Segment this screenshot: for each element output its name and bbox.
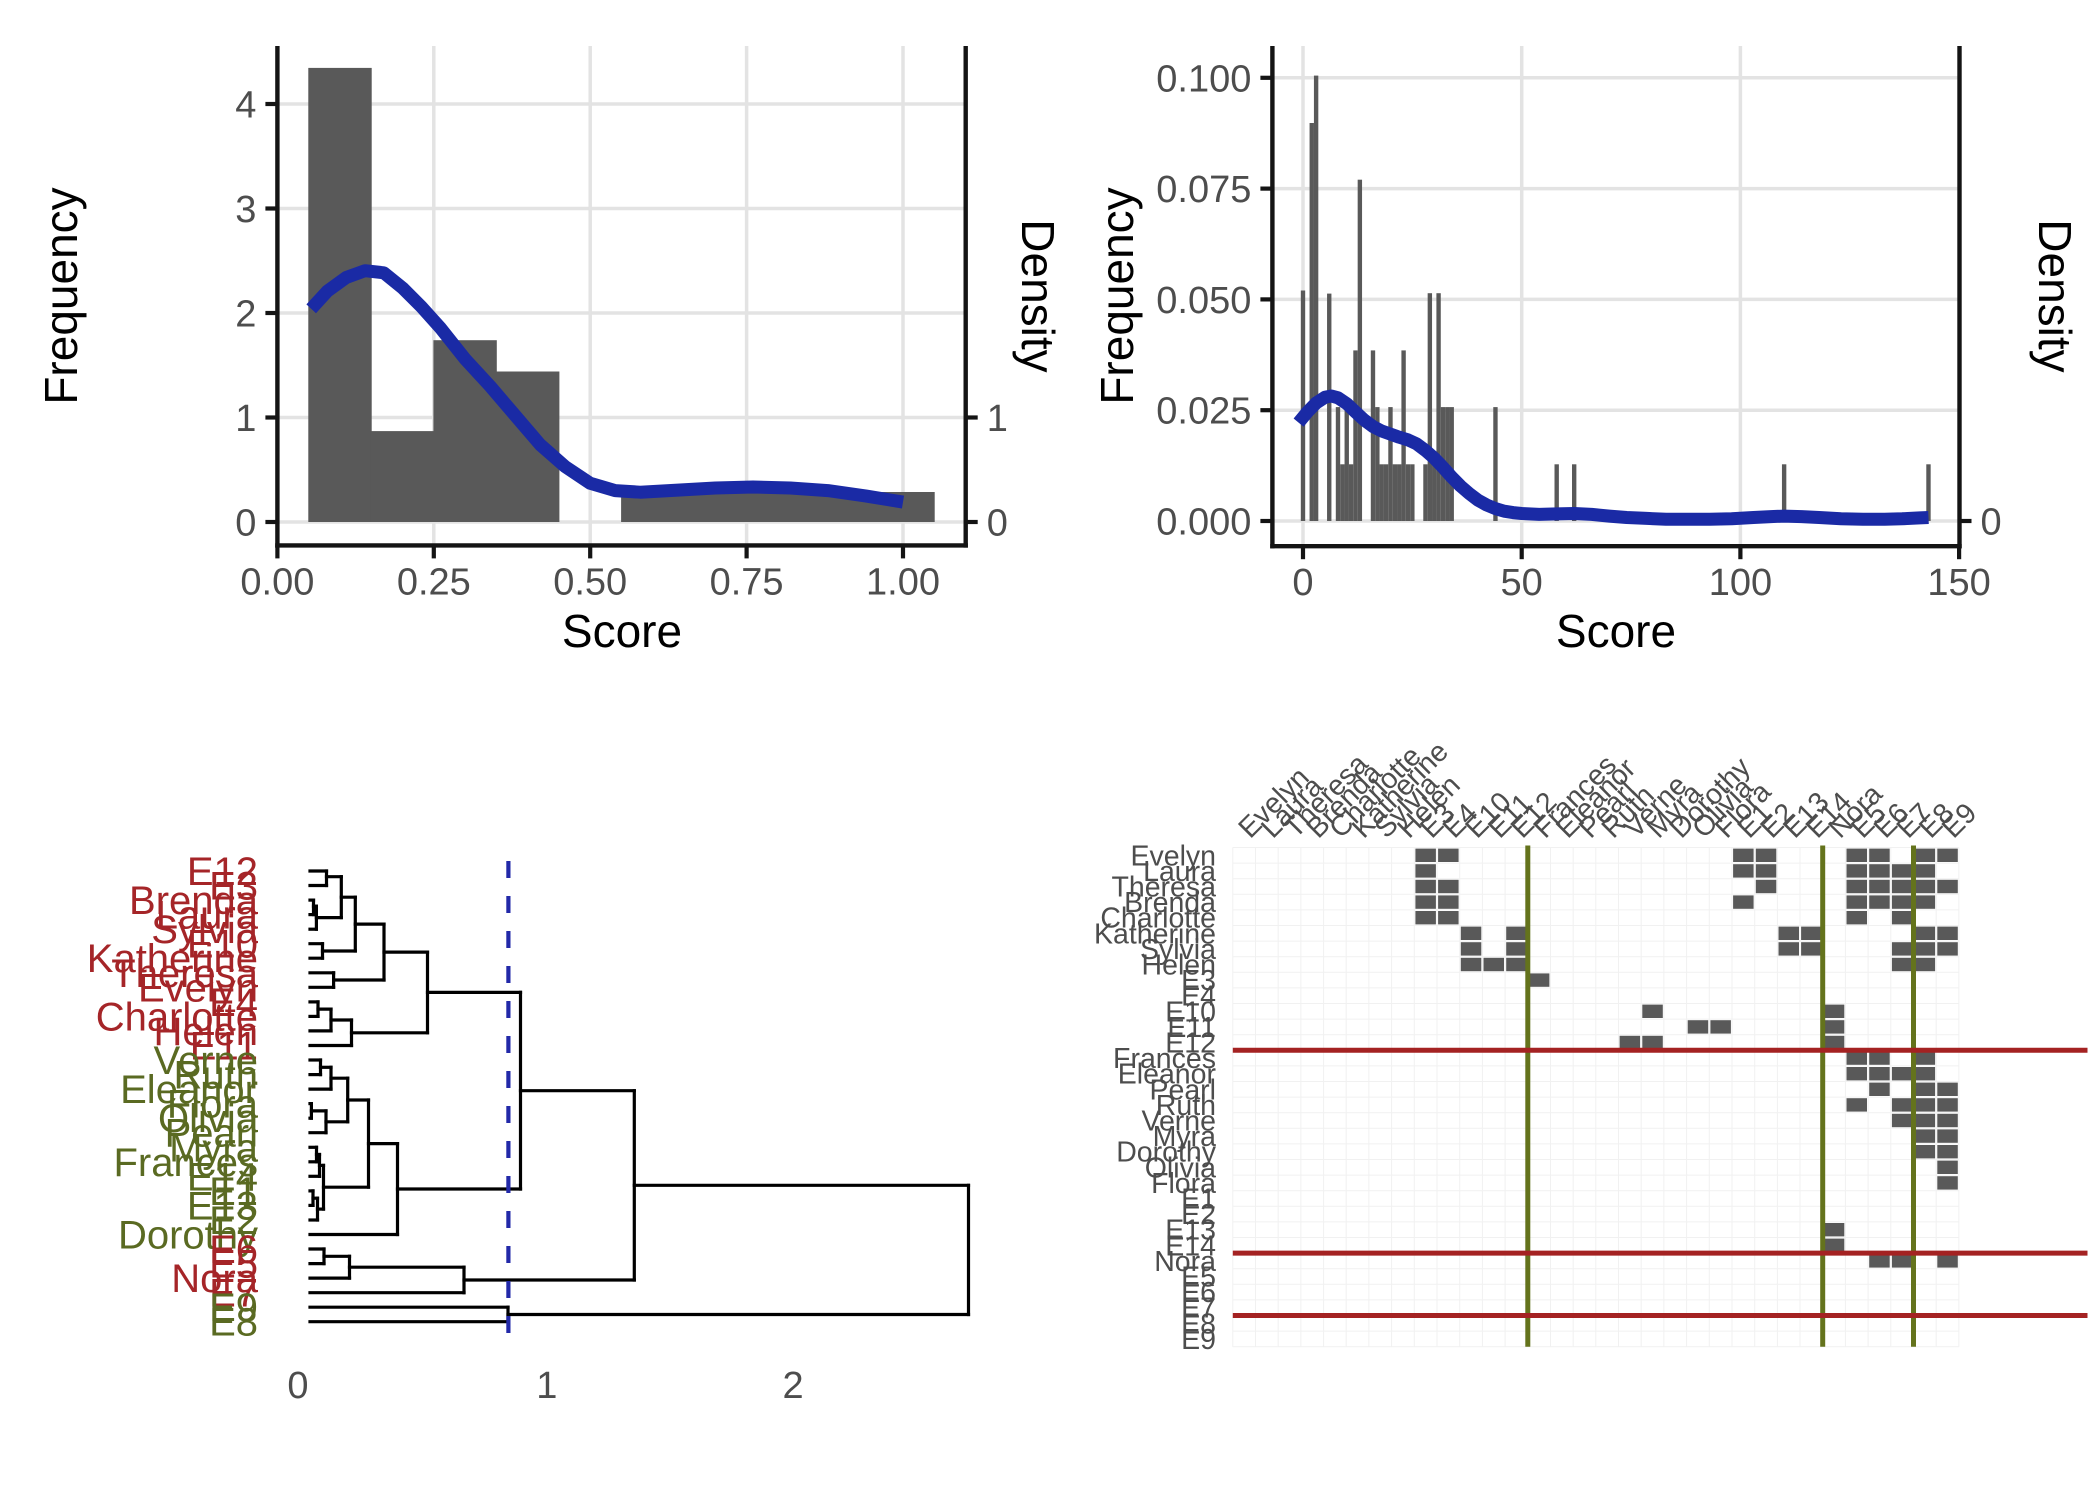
svg-text:E7: E7 xyxy=(209,1272,258,1316)
svg-text:E14: E14 xyxy=(187,1155,258,1199)
svg-text:Myra: Myra xyxy=(169,1126,259,1170)
svg-text:Ruth: Ruth xyxy=(174,1054,259,1098)
svg-text:Dorothy: Dorothy xyxy=(1116,1137,1217,1169)
svg-text:Dorothy: Dorothy xyxy=(118,1214,258,1258)
svg-text:Density: Density xyxy=(2029,219,2081,372)
svg-text:0.025: 0.025 xyxy=(1156,391,1251,433)
svg-text:50: 50 xyxy=(1501,562,1543,604)
svg-text:1: 1 xyxy=(536,1365,557,1407)
svg-text:0: 0 xyxy=(1292,562,1313,604)
svg-text:Score: Score xyxy=(1556,605,1676,657)
svg-text:E2: E2 xyxy=(209,1199,258,1243)
svg-text:Helen: Helen xyxy=(153,1010,258,1054)
svg-text:Frequency: Frequency xyxy=(1091,187,1143,404)
svg-text:E14: E14 xyxy=(1165,1230,1216,1262)
svg-text:0.00: 0.00 xyxy=(240,561,314,603)
svg-text:E9: E9 xyxy=(209,1286,258,1330)
svg-text:150: 150 xyxy=(1927,562,1990,604)
svg-text:Frances: Frances xyxy=(1113,1043,1216,1075)
svg-text:100: 100 xyxy=(1709,562,1772,604)
svg-text:0.25: 0.25 xyxy=(397,561,471,603)
svg-text:0: 0 xyxy=(235,503,256,545)
svg-text:Theresa: Theresa xyxy=(111,952,258,996)
svg-text:E12: E12 xyxy=(187,850,258,894)
svg-text:Charlotte: Charlotte xyxy=(96,995,258,1039)
svg-text:0: 0 xyxy=(987,503,1008,545)
svg-text:Theresa: Theresa xyxy=(1111,872,1216,904)
svg-text:Nora: Nora xyxy=(1154,1246,1216,1278)
svg-text:E7: E7 xyxy=(1181,1293,1216,1325)
svg-text:0.75: 0.75 xyxy=(710,561,784,603)
svg-text:Olivia: Olivia xyxy=(1145,1152,1216,1184)
svg-text:E8: E8 xyxy=(209,1301,258,1345)
svg-text:0.000: 0.000 xyxy=(1156,502,1251,544)
svg-text:E6: E6 xyxy=(209,1228,258,1272)
svg-text:E8: E8 xyxy=(1181,1308,1216,1340)
svg-text:Katherine: Katherine xyxy=(87,937,258,981)
svg-text:E12: E12 xyxy=(1165,1028,1216,1060)
svg-text:Brenda: Brenda xyxy=(1124,887,1216,919)
svg-text:Katherine: Katherine xyxy=(1094,918,1216,950)
svg-text:Sylvia: Sylvia xyxy=(151,908,258,952)
svg-text:Score: Score xyxy=(562,605,682,657)
svg-text:E13: E13 xyxy=(187,1184,258,1228)
svg-text:1.00: 1.00 xyxy=(866,561,940,603)
svg-text:0.050: 0.050 xyxy=(1156,280,1251,322)
svg-text:Pearl: Pearl xyxy=(165,1112,258,1156)
svg-text:E9: E9 xyxy=(1181,1324,1216,1356)
svg-text:E4: E4 xyxy=(209,981,258,1025)
svg-text:0.100: 0.100 xyxy=(1156,58,1251,100)
svg-text:Sylvia: Sylvia xyxy=(1140,934,1216,966)
svg-text:E11: E11 xyxy=(190,1025,258,1069)
svg-text:Eleanor: Eleanor xyxy=(120,1068,258,1112)
svg-text:E13: E13 xyxy=(1165,1215,1216,1247)
svg-text:2: 2 xyxy=(783,1365,804,1407)
svg-text:E5: E5 xyxy=(209,1243,258,1287)
svg-text:E6: E6 xyxy=(1181,1277,1216,1309)
svg-text:Eleanor: Eleanor xyxy=(1118,1059,1217,1091)
svg-text:4: 4 xyxy=(235,85,256,127)
svg-text:1: 1 xyxy=(235,398,256,440)
svg-text:Laura: Laura xyxy=(1143,856,1216,888)
svg-text:Verne: Verne xyxy=(153,1039,258,1083)
svg-text:E3: E3 xyxy=(1181,965,1216,997)
svg-text:E10: E10 xyxy=(1165,996,1216,1028)
svg-text:Helen: Helen xyxy=(1142,950,1216,982)
svg-text:Evelyn: Evelyn xyxy=(1130,840,1216,872)
svg-text:0.50: 0.50 xyxy=(553,561,627,603)
svg-text:0.075: 0.075 xyxy=(1156,169,1251,211)
svg-text:E1: E1 xyxy=(209,1170,258,1214)
svg-text:E4: E4 xyxy=(1181,981,1216,1013)
svg-text:E2: E2 xyxy=(1181,1199,1216,1231)
svg-text:E1: E1 xyxy=(1181,1184,1216,1216)
svg-text:E11: E11 xyxy=(1167,1012,1216,1044)
svg-text:Pearl: Pearl xyxy=(1149,1074,1216,1106)
svg-text:Myra: Myra xyxy=(1153,1121,1216,1153)
svg-text:Verne: Verne xyxy=(1142,1106,1216,1138)
svg-text:E10: E10 xyxy=(187,923,258,967)
svg-text:E3: E3 xyxy=(209,865,258,909)
svg-text:Frequency: Frequency xyxy=(35,187,87,404)
svg-text:Ruth: Ruth xyxy=(1156,1090,1216,1122)
svg-text:Brenda: Brenda xyxy=(129,879,259,923)
svg-text:0: 0 xyxy=(1981,502,2002,544)
svg-text:3: 3 xyxy=(235,189,256,231)
svg-text:E5: E5 xyxy=(1181,1262,1216,1294)
svg-text:Charlotte: Charlotte xyxy=(1100,903,1216,935)
svg-text:Frances: Frances xyxy=(114,1141,259,1185)
svg-text:Nora: Nora xyxy=(171,1257,258,1301)
svg-text:Evelyn: Evelyn xyxy=(138,966,258,1010)
svg-text:Olivia: Olivia xyxy=(158,1097,259,1141)
svg-text:Flora: Flora xyxy=(167,1083,259,1127)
svg-text:0: 0 xyxy=(287,1365,308,1407)
svg-text:Density: Density xyxy=(1012,219,1064,372)
svg-text:2: 2 xyxy=(235,294,256,336)
svg-text:Laura: Laura xyxy=(156,894,259,938)
svg-text:Flora: Flora xyxy=(1151,1168,1216,1200)
svg-text:1: 1 xyxy=(987,398,1008,440)
